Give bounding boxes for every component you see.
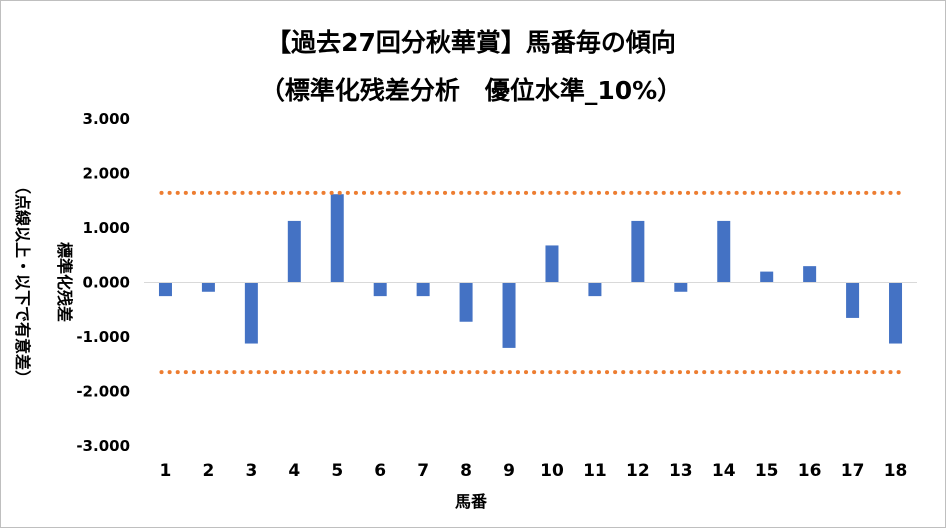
x-tick-label: 8	[460, 461, 472, 481]
bar	[631, 220, 645, 283]
bar	[158, 282, 172, 297]
bar	[416, 282, 430, 297]
x-tick-label: 11	[583, 461, 607, 481]
bar	[889, 282, 903, 344]
bar	[244, 282, 258, 344]
bar	[201, 282, 215, 292]
x-tick-labels: 1 2 3 4 5 6 7 8 9 10 11 12 13 14 15 16 17 18	[160, 461, 908, 481]
bar	[373, 282, 387, 297]
y-tick-label: -3.000	[76, 437, 130, 455]
x-tick-label: 14	[712, 461, 736, 481]
bars	[158, 194, 903, 348]
x-tick-label: 12	[626, 461, 650, 481]
x-tick-label: 2	[202, 461, 214, 481]
y-tick-label: 0.000	[83, 274, 130, 292]
bar	[760, 271, 774, 283]
bar	[717, 220, 731, 283]
x-tick-label: 18	[884, 461, 908, 481]
x-tick-label: 7	[417, 461, 429, 481]
y-tick-label: 2.000	[83, 165, 130, 183]
x-tick-label: 17	[841, 461, 865, 481]
y-axis-label-line1: 標準化残差	[55, 242, 74, 322]
x-tick-label: 3	[245, 461, 257, 481]
chart-title-line1: 【過去27回分秋華賞】馬番毎の傾向	[266, 28, 676, 57]
x-tick-label: 1	[160, 461, 172, 481]
bar	[502, 282, 516, 348]
y-tick-label: 1.000	[83, 219, 130, 237]
bar	[803, 266, 817, 283]
x-axis-label: 馬番	[455, 492, 488, 511]
bar	[459, 282, 473, 322]
x-tick-label: 4	[288, 461, 300, 481]
bar	[674, 282, 688, 292]
bar	[588, 282, 602, 297]
chart-title-line2: （標準化残差分析 優位水準_10%）	[260, 76, 682, 105]
x-tick-label: 9	[503, 461, 515, 481]
x-tick-label: 10	[540, 461, 564, 481]
x-tick-label: 16	[798, 461, 822, 481]
x-tick-label: 15	[755, 461, 779, 481]
y-tick-label: 3.000	[83, 110, 130, 128]
x-tick-label: 5	[331, 461, 343, 481]
x-tick-label: 6	[374, 461, 386, 481]
bar	[545, 245, 559, 283]
bar	[287, 220, 301, 283]
y-tick-label: -1.000	[76, 328, 130, 346]
bar	[846, 282, 860, 318]
bar	[330, 194, 344, 283]
x-tick-label: 13	[669, 461, 693, 481]
y-axis-label-line2: （点線以上・以下で有意差）	[13, 178, 32, 386]
y-tick-label: -2.000	[76, 383, 130, 401]
y-tick-labels: 3.000 2.000 1.000 0.000 -1.000 -2.000 -3.000	[76, 110, 130, 455]
